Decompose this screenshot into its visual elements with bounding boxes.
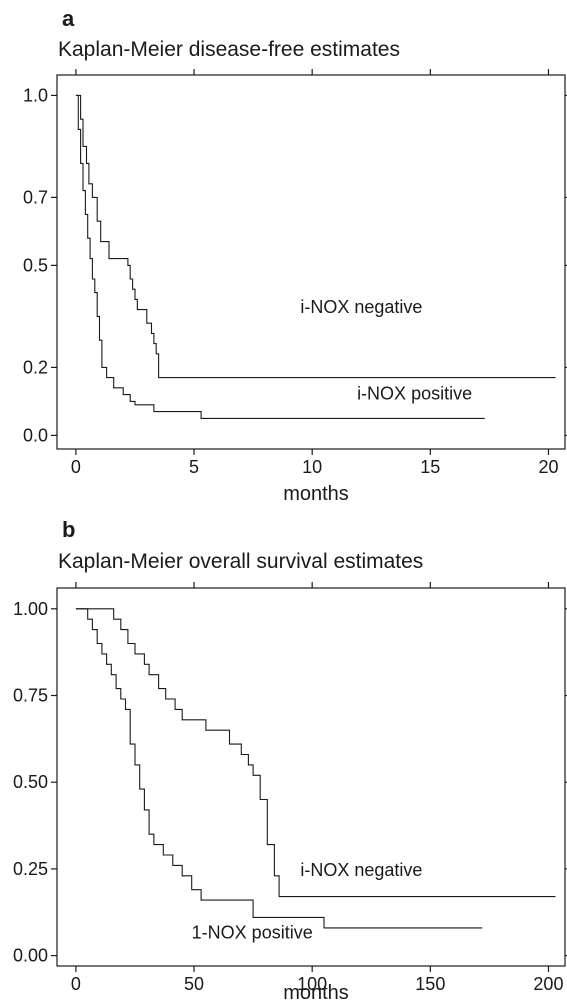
panel-b-curve-1-nox-positive [75,608,483,929]
panel-a-label-i-nox-negative: i-NOX negative [300,297,422,317]
panel-b-curve-i-nox-negative [75,608,556,898]
panel-b-curves [75,608,556,929]
panel-b-y-tick-label: 0.25 [13,859,48,879]
panel-a-title: Kaplan-Meier disease-free estimates [58,38,400,61]
panel-a-y-tick-label: 0.2 [23,357,48,377]
panel-a-x-tick-label: 20 [538,457,558,477]
panel-a-ticks: 0 5 10 15 20 0.0 0.2 0.5 0.7 1.0 [23,69,567,477]
panel-a-y-tick-label: 0.5 [23,255,48,275]
panel-a-plot-frame [56,74,566,450]
panel-a: a Kaplan-Meier disease-free estimates 0 5… [23,6,567,505]
panel-a-annotations: i-NOX negative i-NOX positive [300,297,472,404]
panel-b-ticks: 0 50 100 150 200 0.00 0.25 0.50 0.75 1.00 [13,582,567,994]
panel-b-y-tick-label: 0.75 [13,686,48,706]
panel-a-x-tick-label: 15 [420,457,440,477]
panel-b-plot-frame [56,587,566,967]
panel-a-x-tick-label: 5 [189,457,199,477]
panel-a-x-tick-label: 10 [302,457,322,477]
panel-a-x-axis-label: months [283,483,349,505]
panel-b-x-tick-label: 100 [297,974,327,994]
panel-a-letter: a [62,6,75,31]
panel-a-y-tick-label: 0.0 [23,425,48,445]
panel-a-x-tick-label: 0 [71,457,81,477]
panel-b-y-tick-label: 1.00 [13,599,48,619]
panel-a-y-tick-label: 1.0 [23,85,48,105]
panel-b-x-axis-label: months [283,982,349,1004]
panel-b-letter: b [62,517,75,542]
panel-b: b Kaplan-Meier overall survival estimate… [13,517,567,1004]
panel-b-y-tick-label: 0.50 [13,772,48,792]
panel-b-x-tick-label: 200 [533,974,563,994]
panel-a-curve-i-nox-negative [75,94,556,379]
panel-b-label-i-nox-negative: i-NOX negative [300,860,422,880]
panel-a-curve-i-nox-positive [75,94,485,419]
panel-b-y-tick-label: 0.00 [13,946,48,966]
panel-a-curves [75,94,556,419]
panel-a-label-i-nox-positive: i-NOX positive [357,384,472,404]
panel-b-annotations: i-NOX negative 1-NOX positive [192,860,423,942]
panel-b-title: Kaplan-Meier overall survival estimates [58,550,423,573]
panel-b-label-1-nox-positive: 1-NOX positive [192,922,313,942]
panel-b-x-tick-label: 150 [415,974,445,994]
panel-b-x-tick-label: 0 [71,974,81,994]
panel-b-x-tick-label: 50 [184,974,204,994]
panel-a-y-tick-label: 0.7 [23,187,48,207]
